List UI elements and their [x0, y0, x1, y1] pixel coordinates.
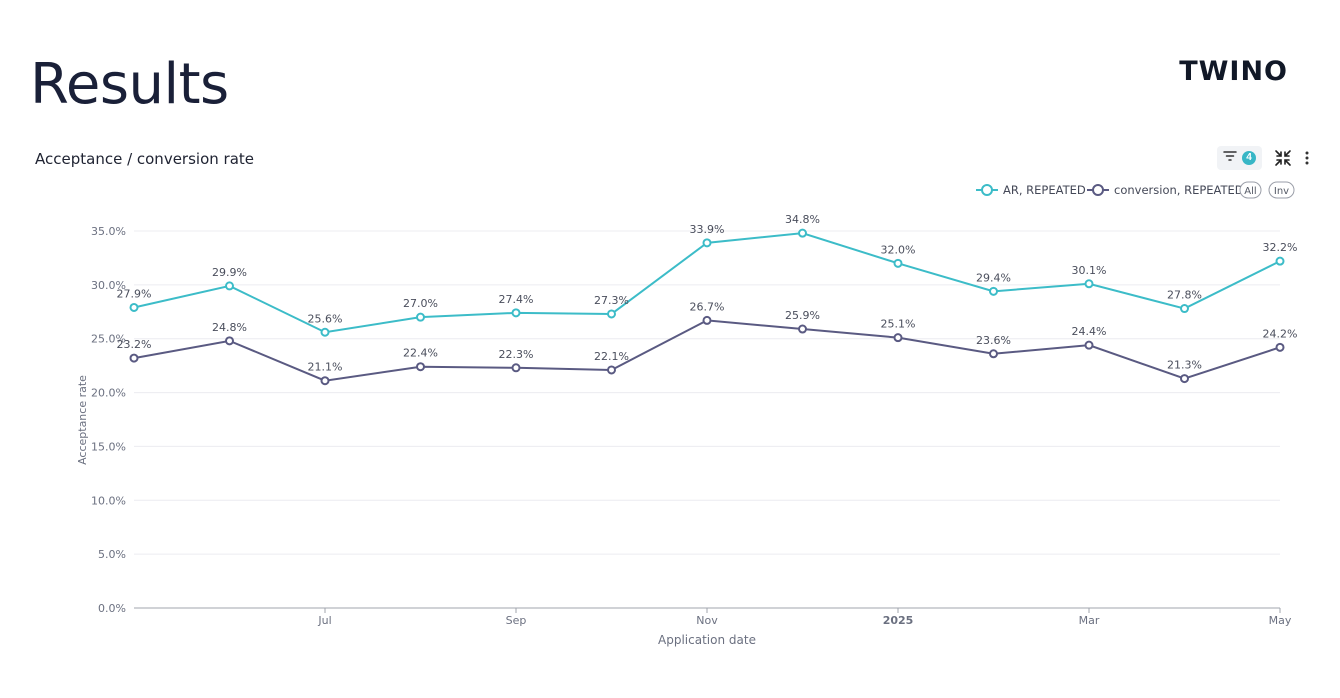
- data-label: 32.0%: [881, 243, 916, 256]
- data-point: [320, 327, 330, 337]
- series-conversion: 23.2% 24.8% 21.1% 22.4% 22.3% 22.1% 26.7% 25.9%…: [117, 300, 1298, 386]
- x-tick-label: Mar: [1079, 614, 1100, 627]
- data-label: 25.1%: [881, 318, 916, 331]
- y-axis-label: Acceptance rate: [76, 375, 89, 465]
- y-tick-label: 35.0%: [91, 225, 126, 238]
- data-point: [511, 363, 521, 373]
- page-title: Results: [30, 52, 229, 117]
- data-point: [416, 362, 425, 372]
- data-label: 25.6%: [308, 312, 343, 325]
- data-label: 21.1%: [308, 361, 343, 374]
- chart-toolbar: 4: [1217, 146, 1310, 170]
- data-point: [129, 302, 139, 312]
- data-point: [893, 333, 903, 343]
- data-label: 23.6%: [976, 334, 1011, 347]
- data-label: 32.2%: [1263, 241, 1298, 254]
- data-label: 22.3%: [499, 348, 534, 361]
- filter-button[interactable]: 4: [1217, 146, 1262, 170]
- legend-label-conversion: conversion, REPEATED: [1114, 183, 1244, 197]
- data-point: [225, 336, 234, 346]
- filter-count-badge: 4: [1242, 151, 1256, 165]
- data-point: [1180, 374, 1189, 384]
- series-line: [133, 319, 1281, 382]
- legend: AR, REPEATED conversion, REPEATED All In…: [976, 181, 1295, 199]
- data-point: [989, 286, 998, 296]
- series: 27.9% 29.9% 25.6% 27.0% 27.4% 27.3% 33.9% 34.8%…: [117, 213, 1298, 386]
- data-point: [1275, 342, 1285, 352]
- data-label: 24.8%: [212, 321, 247, 334]
- collapse-icon[interactable]: [1274, 149, 1292, 167]
- filter-icon: [1223, 149, 1237, 167]
- data-point: [1180, 304, 1189, 314]
- y-tick-label: 20.0%: [91, 387, 126, 400]
- data-point: [416, 312, 425, 322]
- data-point: [129, 353, 139, 363]
- data-label: 27.9%: [117, 287, 152, 300]
- data-label: 27.4%: [499, 293, 534, 306]
- x-tick-label: Nov: [696, 614, 718, 627]
- data-point: [225, 281, 234, 291]
- y-tick-label: 10.0%: [91, 494, 126, 507]
- data-point: [702, 238, 712, 248]
- grid-lines: [134, 230, 1280, 555]
- data-point: [1084, 340, 1094, 350]
- axes: 0.0% 5.0% 10.0% 15.0% 20.0% 25.0% 30.0% 35.0% Ju…: [91, 225, 1292, 627]
- data-point: [893, 258, 903, 268]
- y-tick-label: 0.0%: [98, 602, 126, 615]
- y-tick-label: 25.0%: [91, 333, 126, 346]
- data-label: 24.2%: [1263, 327, 1298, 340]
- data-point: [702, 315, 712, 325]
- more-vertical-icon[interactable]: [1304, 150, 1310, 166]
- data-label: 22.1%: [594, 350, 629, 363]
- data-label: 22.4%: [403, 347, 438, 360]
- chart-title: Acceptance / conversion rate: [35, 150, 254, 168]
- series-ar: 27.9% 29.9% 25.6% 27.0% 27.4% 27.3% 33.9% 34.8%…: [117, 213, 1298, 337]
- x-tick-label: 2025: [883, 614, 914, 627]
- data-label: 21.3%: [1167, 359, 1202, 372]
- legend-all-toggle[interactable]: All: [1239, 181, 1262, 199]
- legend-all-label: All: [1244, 186, 1256, 197]
- y-tick-label: 30.0%: [91, 279, 126, 292]
- data-label: 26.7%: [690, 300, 725, 313]
- x-axis-label: Application date: [658, 633, 756, 647]
- x-tick-label: Jul: [317, 614, 331, 627]
- brand-logo: TWINO: [1179, 56, 1288, 87]
- data-point: [607, 309, 616, 319]
- data-label: 25.9%: [785, 309, 820, 322]
- data-label: 30.1%: [1072, 264, 1107, 277]
- data-point: [1084, 279, 1094, 289]
- data-label: 24.4%: [1072, 325, 1107, 338]
- x-tick-label: May: [1269, 614, 1292, 627]
- data-point: [989, 349, 998, 359]
- data-label: 27.3%: [594, 294, 629, 307]
- data-label: 34.8%: [785, 213, 820, 226]
- legend-inv-toggle[interactable]: Inv: [1268, 181, 1295, 199]
- y-tick-label: 15.0%: [91, 440, 126, 453]
- data-point: [1275, 256, 1285, 266]
- data-label: 29.9%: [212, 266, 247, 279]
- data-point: [320, 376, 330, 386]
- legend-inv-label: Inv: [1274, 186, 1289, 197]
- y-tick-label: 5.0%: [98, 548, 126, 561]
- x-tick-label: Sep: [506, 614, 527, 627]
- legend-item-ar[interactable]: AR, REPEATED: [976, 183, 1086, 197]
- data-point: [798, 324, 807, 334]
- legend-label-ar: AR, REPEATED: [1003, 183, 1086, 197]
- legend-item-conversion[interactable]: conversion, REPEATED: [1087, 183, 1244, 197]
- data-label: 23.2%: [117, 338, 152, 351]
- data-point: [798, 228, 807, 238]
- data-label: 27.8%: [1167, 289, 1202, 302]
- data-label: 29.4%: [976, 271, 1011, 284]
- data-point: [607, 365, 616, 375]
- data-label: 27.0%: [403, 297, 438, 310]
- data-label: 33.9%: [690, 223, 725, 236]
- data-point: [511, 308, 521, 318]
